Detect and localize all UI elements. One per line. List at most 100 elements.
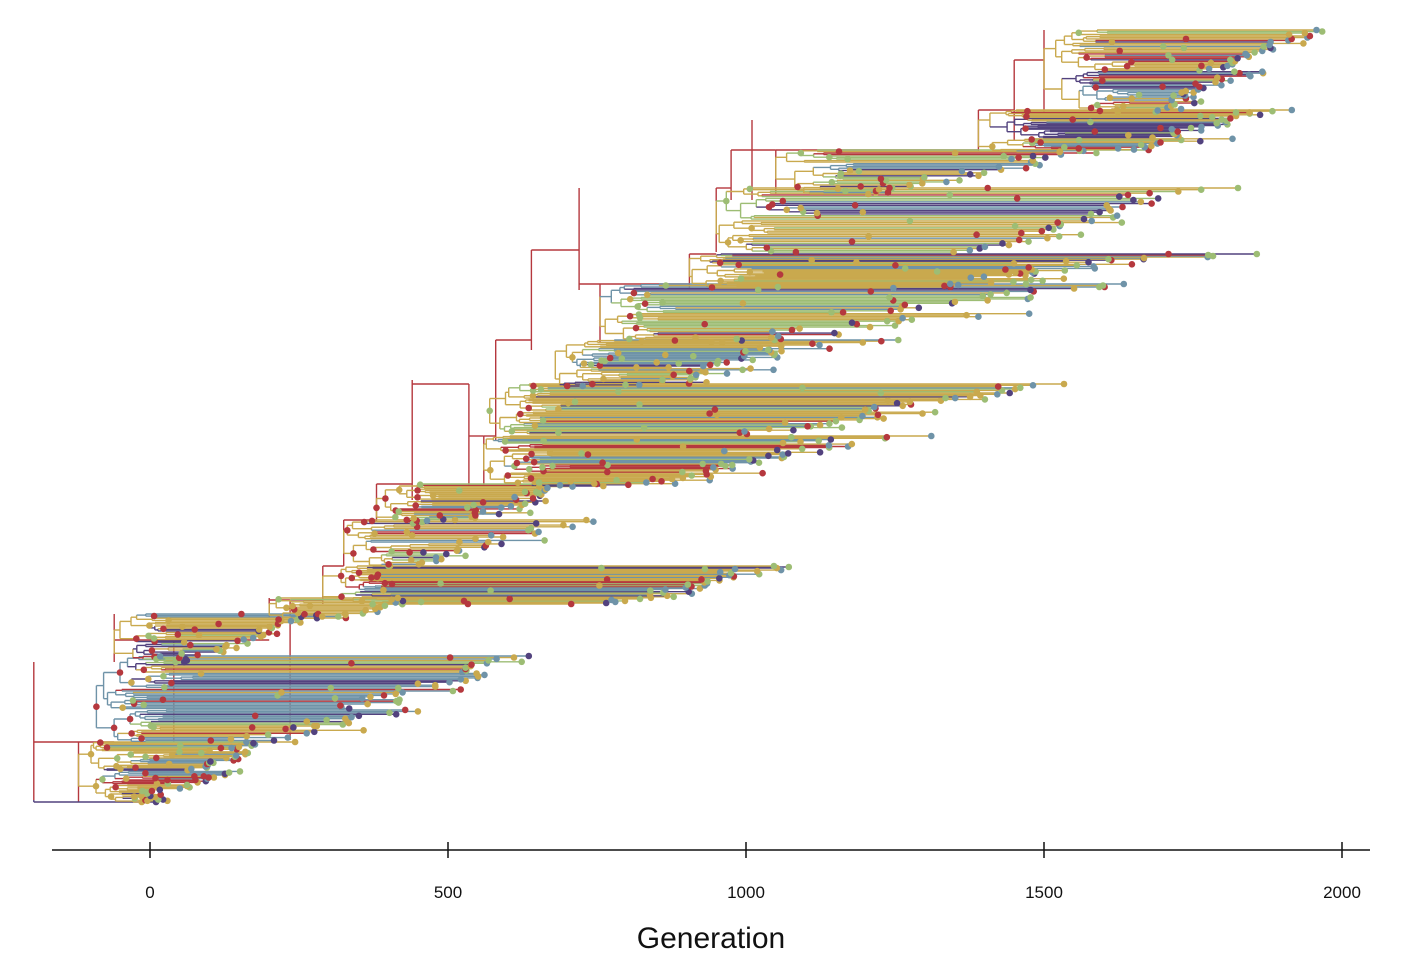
clade-8-tip-1481 — [899, 402, 906, 410]
clade-0-tip-104 — [200, 773, 208, 780]
clade-1-nodedot-458 — [140, 666, 148, 674]
clade-12-mut-2122 — [973, 231, 980, 238]
clade-4-mut-841 — [603, 576, 611, 583]
clade-11-mut-1981 — [776, 271, 784, 278]
clade-13-tip-2311 — [975, 172, 982, 180]
clade-3-nodedot-712 — [275, 596, 282, 603]
clade-4-mut-887 — [701, 565, 709, 573]
clade-10-mut-1756 — [733, 335, 740, 343]
clade-11-tip-1976 — [980, 273, 988, 281]
clade-10-tip-1836 — [839, 309, 847, 316]
clade-15-mut-2614 — [1170, 92, 1177, 99]
clade-7-tip-1225 — [759, 469, 766, 477]
clade-0-nodedot-4 — [92, 782, 100, 790]
clade-13-mut-2367 — [1015, 154, 1022, 161]
clade-8-tip-1543 — [1017, 384, 1024, 392]
clade-9-mut-1651 — [675, 360, 682, 367]
clade-0-nodedot-175 — [142, 753, 149, 761]
clade-14-tip-2541 — [1269, 107, 1276, 115]
clade-13-nodedot-2326 — [846, 167, 854, 174]
clade-2-tip-521 — [182, 655, 190, 663]
clade-4-tip-759 — [636, 595, 644, 603]
clade-12-mut-2191 — [859, 208, 867, 216]
clade-9-tip-1653 — [723, 359, 730, 366]
clade-1-mut-248 — [207, 737, 215, 744]
clade-2-tip-525 — [156, 653, 164, 660]
clade-14-tip-2410 — [1114, 145, 1122, 152]
clade-6-tip-1060 — [495, 510, 503, 518]
clade-4-nodedot-819 — [381, 579, 389, 587]
clade-7-tip-1219 — [688, 472, 695, 479]
clade-7-tip-1359 — [827, 436, 835, 443]
clade-2-nodedot-577 — [145, 632, 152, 640]
clade-7-tip-1243 — [702, 467, 710, 475]
clade-4-tip-840 — [698, 576, 705, 583]
clade-15-nodedot-2628 — [1092, 84, 1100, 91]
clade-7-nodedot-1265 — [513, 459, 521, 467]
clade-9-mut-1699 — [742, 347, 749, 355]
clade-0-tip-58 — [156, 786, 164, 794]
clade-12-nodedot-2159 — [723, 197, 730, 205]
clade-1-nodedot-365 — [129, 697, 137, 704]
clade-4-mut-892 — [598, 564, 605, 572]
clade-13-nodedot-2354 — [797, 149, 805, 157]
clade-10-mut-1894 — [867, 288, 875, 295]
clade-5-mut-985 — [408, 532, 416, 539]
clade-10-mut-1901 — [754, 286, 762, 294]
clade-3-tip-720 — [399, 597, 407, 605]
clade-6-tip-1120 — [529, 495, 537, 502]
clade-5-tip-928 — [432, 554, 440, 561]
clade-8-tip-1507 — [951, 394, 959, 402]
clade-4-nodedot-834 — [348, 574, 356, 582]
clade-1-tip-322 — [355, 712, 363, 720]
clade-11-tip-2015 — [1025, 264, 1032, 271]
clade-5-tip-978 — [472, 535, 479, 542]
clade-10-nodedot-1805 — [626, 312, 634, 320]
clade-10-mut-1860 — [739, 300, 747, 307]
clade-7-tip-1326 — [798, 445, 806, 453]
clade-1-tip-247 — [270, 737, 278, 744]
x-tick-label-0: 0 — [145, 883, 154, 902]
clade-9-tip-1648 — [706, 361, 714, 369]
clade-2-nodedot-614 — [160, 625, 167, 633]
clade-0-nodedot-73 — [99, 776, 106, 783]
clade-15-nodedot-2569 — [1094, 101, 1101, 109]
clade-8-mut-1532 — [615, 388, 622, 396]
clade-9-mut-1572 — [622, 381, 629, 389]
clade-9-mut-1679 — [690, 352, 697, 360]
clade-5-tip-1021 — [590, 518, 597, 525]
clade-4-tip-757 — [608, 596, 615, 604]
clade-8-tip-1394 — [790, 426, 797, 434]
clade-14-tip-2418 — [1148, 142, 1155, 150]
clade-6-tip-1099 — [521, 500, 529, 508]
clade-1-tip-289 — [282, 725, 289, 733]
clade-1-tip-264 — [264, 731, 272, 738]
clade-13-mut-2276 — [886, 184, 893, 192]
clade-10-mut-1802 — [883, 317, 891, 325]
clade-8-tip-1477 — [871, 403, 878, 411]
clade-1-nodedot-258 — [128, 730, 135, 737]
clade-9-mut-1607 — [670, 371, 677, 379]
clade-4-tip-764 — [670, 593, 677, 601]
clade-12-tip-2237 — [1175, 188, 1182, 195]
clade-0-nodedot-227 — [97, 739, 104, 746]
clade-6-nodedot-1085 — [412, 502, 420, 509]
clade-4-mut-749 — [460, 597, 468, 605]
clade-14-tip-2395 — [1056, 148, 1063, 156]
clade-12-mut-2144 — [1011, 222, 1019, 230]
clade-2-tip-533 — [194, 651, 201, 659]
clade-15-mut-2669 — [1236, 69, 1243, 77]
clade-2-tip-572 — [180, 638, 188, 646]
clade-13-tip-2295 — [956, 177, 963, 184]
clade-1-tip-380 — [358, 695, 366, 702]
clade-13-tip-2273 — [875, 186, 883, 193]
clade-15-nodedot-2712 — [1083, 54, 1090, 61]
clade-3-mut-706 — [306, 602, 314, 609]
clade-4-nodedot-785 — [337, 572, 345, 580]
clade-2-tip-551 — [233, 644, 240, 652]
clade-6-nodedot-1033 — [403, 516, 411, 524]
clade-8-mut-1390 — [555, 429, 562, 437]
clade-5-tip-917 — [418, 559, 426, 566]
clade-15-nodedot-2784 — [1075, 29, 1082, 37]
clade-14-mut-2461 — [1125, 131, 1132, 139]
